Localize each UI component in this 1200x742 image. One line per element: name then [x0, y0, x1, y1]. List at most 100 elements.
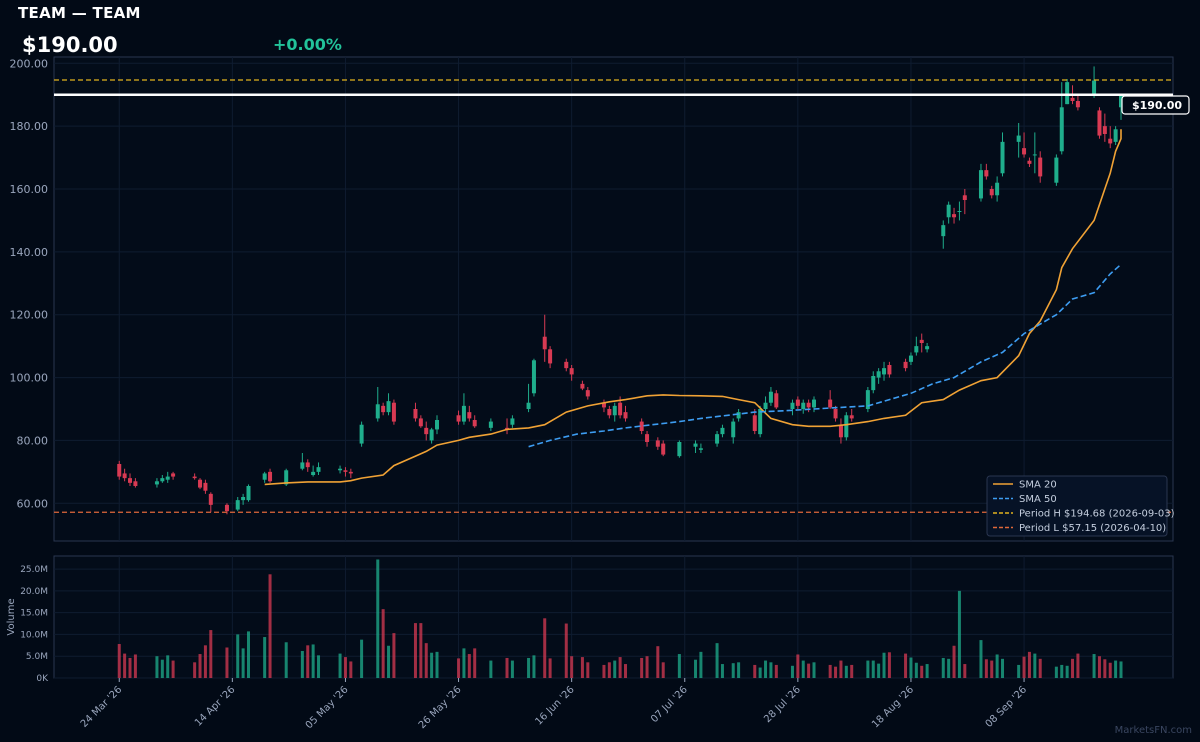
candle-body: [952, 214, 957, 218]
candle: [984, 163, 989, 180]
volume-bar: [343, 657, 347, 678]
volume-bar: [543, 618, 547, 678]
candle: [192, 473, 197, 480]
candle: [1016, 123, 1021, 158]
candle-body: [160, 478, 165, 482]
volume-bar: [564, 623, 568, 678]
sma50-line: [528, 263, 1122, 448]
price-panel-frame: [53, 56, 1174, 542]
candle-body: [736, 412, 741, 419]
candle-body: [984, 170, 989, 177]
x-tick-label: 08 Sep '26: [984, 684, 1030, 730]
candle: [876, 368, 881, 384]
candle: [763, 396, 768, 413]
candle-body: [698, 448, 703, 450]
candle-body: [580, 383, 585, 389]
candle-body: [117, 464, 122, 477]
candle: [117, 460, 122, 480]
candle-body: [655, 440, 660, 447]
candle: [246, 484, 251, 502]
volume-bar: [306, 645, 310, 678]
x-tick-label: 07 Jul '26: [649, 684, 690, 725]
volume-bar: [602, 664, 606, 678]
candle: [639, 418, 644, 435]
volume-bar: [193, 662, 197, 678]
candle-body: [677, 442, 682, 457]
volume-bar: [225, 647, 229, 678]
candle: [1054, 154, 1059, 186]
candle: [607, 405, 612, 419]
volume-bar: [904, 653, 908, 678]
candle-body: [833, 409, 838, 419]
volume-bar: [850, 664, 854, 678]
candle-body: [429, 429, 434, 441]
candle: [946, 201, 951, 224]
candle: [472, 415, 477, 428]
candle-body: [1016, 135, 1021, 142]
candle: [645, 431, 650, 447]
volume-bar: [268, 574, 272, 678]
price-y-tick-label: 200.00: [10, 57, 49, 70]
volume-bar: [209, 630, 213, 678]
volume-bar: [984, 659, 988, 678]
candle-body: [510, 418, 515, 425]
volume-bar: [247, 631, 251, 678]
candle-body: [391, 402, 396, 422]
candle: [375, 387, 380, 422]
candle-body: [801, 402, 806, 409]
volume-bar: [699, 651, 703, 678]
candle-body: [316, 467, 321, 472]
volume-bar: [1022, 656, 1026, 678]
candle: [623, 405, 628, 422]
candle: [887, 361, 892, 378]
candle-body: [585, 390, 590, 397]
volume-bar: [694, 659, 698, 678]
candle: [720, 424, 725, 438]
candle-body: [192, 476, 197, 479]
volume-bar: [613, 660, 617, 678]
candle-body: [876, 371, 881, 378]
volume-bar: [1033, 653, 1037, 678]
candle-body: [1108, 138, 1113, 144]
candle: [941, 220, 946, 249]
candle: [165, 471, 170, 483]
volume-bar: [241, 648, 245, 678]
price-y-tick-label: 140.00: [10, 246, 49, 259]
candle-body: [838, 424, 843, 438]
x-axis: 24 Mar '26 14 Apr '26 05 May '26 26 May '26…: [79, 678, 1029, 731]
candle-body: [925, 346, 930, 350]
volume-bar: [123, 653, 127, 678]
candle-body: [268, 471, 273, 482]
x-tick-label: 16 Jun '26: [534, 684, 577, 727]
volume-bar: [661, 662, 665, 678]
price-y-tick-label: 100.00: [10, 372, 49, 385]
candle: [564, 358, 569, 372]
last-price: $190.00: [22, 33, 118, 57]
volume-bar: [963, 664, 967, 678]
candle: [348, 468, 353, 479]
candle: [548, 346, 553, 369]
candle: [171, 471, 176, 480]
candle: [882, 361, 887, 381]
volume-axis-label: Volume: [6, 598, 17, 635]
candle: [758, 405, 763, 438]
volume-bar: [1038, 658, 1042, 678]
candle: [262, 471, 267, 483]
volume-bar: [941, 657, 945, 678]
candle-body: [941, 225, 946, 237]
volume-bar: [510, 660, 514, 678]
candle-body: [962, 195, 967, 200]
candle-body: [1054, 157, 1059, 183]
volume-bar: [909, 657, 913, 678]
volume-bar: [1027, 651, 1031, 678]
candle: [343, 467, 348, 477]
candle-body: [284, 470, 289, 485]
candle: [418, 415, 423, 428]
candle: [1038, 151, 1043, 183]
volume-bar: [618, 657, 622, 678]
candle-body: [542, 336, 547, 350]
volume-bar: [624, 664, 628, 678]
x-tick-label: 05 May '26: [304, 684, 351, 731]
candle: [359, 421, 364, 447]
volume-bar: [311, 644, 315, 678]
